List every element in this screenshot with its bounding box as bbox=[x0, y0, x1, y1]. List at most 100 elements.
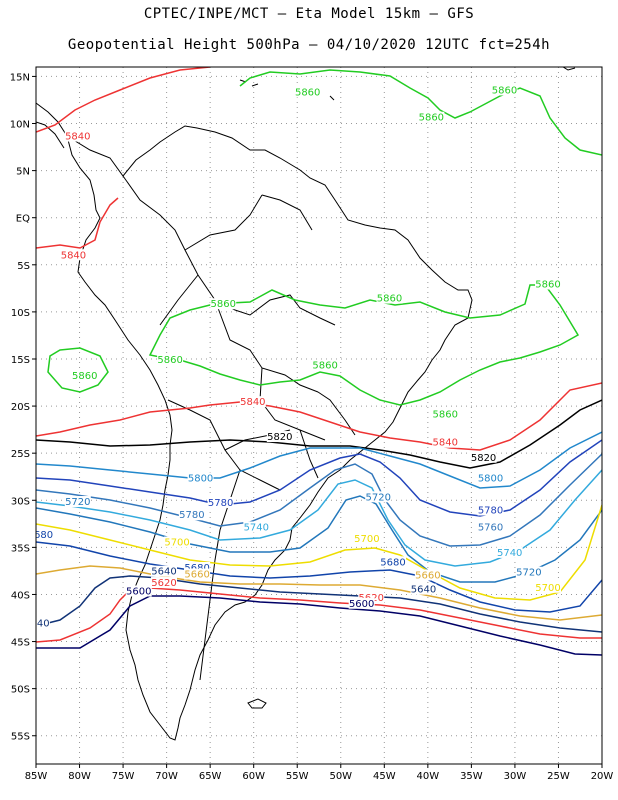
lon-tick-label: 20W bbox=[591, 771, 614, 782]
contour-label-bg bbox=[187, 472, 214, 484]
contour-label: 5680 bbox=[380, 557, 405, 568]
lat-tick-label: 5N bbox=[16, 167, 30, 178]
contour-5800 bbox=[36, 431, 602, 489]
contour-label: 5740 bbox=[497, 548, 522, 559]
contour-label-bg bbox=[157, 353, 184, 365]
coastline-borders bbox=[36, 67, 576, 741]
contour-label-bg bbox=[432, 436, 459, 448]
contour-label: 5840 bbox=[240, 397, 265, 408]
contour-label: 5860 bbox=[157, 355, 182, 366]
map-subtitle: Geopotential Height 500hPa – 04/10/2020 … bbox=[67, 37, 551, 53]
contour-label-bg bbox=[184, 561, 211, 573]
contour-label-bg bbox=[348, 597, 375, 609]
contour-label-bg bbox=[535, 581, 562, 593]
contour-label: 5720 bbox=[365, 492, 390, 503]
contour-label: 5860 bbox=[433, 409, 458, 420]
contour-5860-equator bbox=[148, 284, 580, 406]
contour-labels: 5840 5840 5860 5860 5860 5860 5860 5860 5860 5860… bbox=[28, 84, 562, 630]
caribbean-islands bbox=[239, 67, 576, 101]
contour-label-bg bbox=[477, 504, 504, 516]
lon-tick-label: 25W bbox=[547, 771, 570, 782]
contour-5760 bbox=[36, 453, 602, 547]
contour-label-bg bbox=[243, 521, 270, 533]
contour-label-bg bbox=[365, 491, 392, 503]
contour-label-bg bbox=[60, 249, 87, 261]
contour-label: 5860 bbox=[492, 85, 517, 96]
lon-tick-label: 50W bbox=[329, 771, 352, 782]
contour-5780 bbox=[36, 439, 602, 517]
contour-label: 5600 bbox=[126, 587, 151, 598]
contour-label: 5640 bbox=[151, 567, 176, 578]
lat-tick-label: 10S bbox=[11, 308, 30, 319]
contour-label: 5700 bbox=[164, 538, 189, 549]
contour-label-bg bbox=[125, 585, 152, 597]
contour-label: 5840 bbox=[65, 132, 90, 143]
map-title: CPTEC/INPE/MCT – Eta Model 15km – GFS bbox=[143, 6, 475, 22]
plot-frame bbox=[35, 66, 603, 765]
contour-label: 5680 bbox=[184, 563, 209, 574]
contour-label: 5600 bbox=[349, 599, 374, 610]
lon-tick-label: 70W bbox=[155, 771, 178, 782]
contour-label: 5720 bbox=[65, 497, 90, 508]
contour-label-bg bbox=[410, 583, 437, 595]
lat-tick-label: EQ bbox=[16, 214, 30, 225]
contour-label: 5780 bbox=[179, 510, 204, 521]
contour-label-bg bbox=[207, 496, 234, 508]
contour-5640 bbox=[36, 575, 602, 633]
contour-label: 5860 bbox=[210, 299, 235, 310]
contour-label-bg bbox=[151, 577, 178, 589]
lon-tick-label: 45W bbox=[373, 771, 396, 782]
contour-label-bg bbox=[470, 451, 497, 463]
lon-tick-label: 60W bbox=[242, 771, 265, 782]
contour-label: 5780 bbox=[478, 506, 503, 517]
contour-label-bg bbox=[432, 408, 459, 420]
lon-tick-label: 35W bbox=[460, 771, 483, 782]
lat-tick-label: 10N bbox=[10, 120, 30, 131]
contour-label-bg bbox=[312, 359, 339, 371]
contour-label: 5860 bbox=[72, 371, 97, 382]
contour-label: 5820 bbox=[267, 432, 292, 443]
contour-label-bg bbox=[477, 472, 504, 484]
contour-label-bg bbox=[178, 509, 205, 521]
lon-tick-label: 65W bbox=[199, 771, 222, 782]
lon-tick-label: 80W bbox=[68, 771, 91, 782]
contour-label-bg bbox=[210, 298, 237, 310]
lon-tick-label: 85W bbox=[25, 771, 48, 782]
contour-5600 bbox=[36, 595, 602, 656]
contour-label: 5680 bbox=[28, 530, 53, 541]
contour-label: 5840 bbox=[61, 250, 86, 261]
contour-label: 5840 bbox=[433, 438, 458, 449]
contour-5720 bbox=[36, 495, 602, 583]
contour-label: 5820 bbox=[471, 453, 496, 464]
contour-label: 5660 bbox=[184, 570, 209, 581]
contour-label-bg bbox=[418, 111, 445, 123]
contour-label-bg bbox=[414, 569, 441, 581]
contour-5680 bbox=[36, 541, 602, 613]
lat-tick-label: 15N bbox=[10, 72, 30, 83]
contour-5620 bbox=[36, 587, 602, 643]
contour-label: 5860 bbox=[377, 294, 402, 305]
contour-label: 5860 bbox=[535, 279, 560, 290]
contour-label: 5860 bbox=[295, 87, 320, 98]
lon-tick-label: 30W bbox=[504, 771, 527, 782]
contour-label: 5800 bbox=[478, 473, 503, 484]
contour-5840-north bbox=[36, 67, 211, 133]
contour-5860-north bbox=[239, 69, 602, 156]
contour-label: 5700 bbox=[535, 583, 560, 594]
contour-5660 bbox=[36, 565, 602, 621]
contour-label: 5780 bbox=[208, 498, 233, 509]
lat-tick-label: 45S bbox=[11, 638, 30, 649]
lat-tick-label: 15S bbox=[11, 355, 30, 366]
contour-label: 5660 bbox=[415, 571, 440, 582]
contour-label: 5860 bbox=[419, 113, 444, 124]
falkland-islands bbox=[247, 698, 267, 709]
contour-label-bg bbox=[184, 568, 211, 580]
lat-tick-label: 5S bbox=[17, 261, 30, 272]
contour-label: 5700 bbox=[354, 534, 379, 545]
lon-tick-label: 40W bbox=[417, 771, 440, 782]
contour-label: 5760 bbox=[478, 522, 503, 533]
contour-label: 5720 bbox=[516, 568, 541, 579]
country-borders bbox=[122, 175, 356, 681]
lat-tick-label: 30S bbox=[11, 496, 30, 507]
lat-tick-label: 35S bbox=[11, 543, 30, 554]
